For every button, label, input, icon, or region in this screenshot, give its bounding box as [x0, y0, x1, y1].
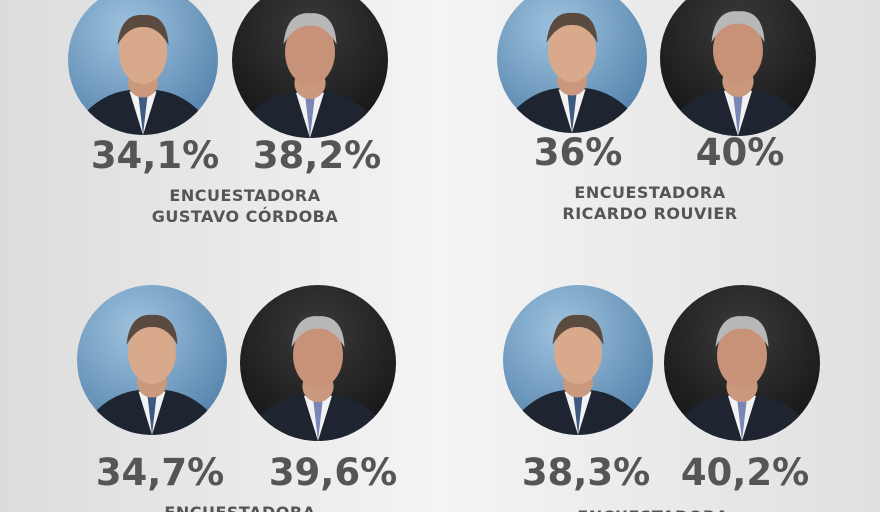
tie: [573, 396, 583, 435]
pollster-label: ENCUESTADORA: [164, 503, 315, 512]
hair: [126, 314, 178, 345]
portrait: [503, 285, 653, 435]
face: [119, 21, 167, 84]
tie: [567, 94, 577, 133]
hair: [117, 14, 169, 45]
tie: [733, 95, 743, 136]
face: [285, 19, 335, 85]
portrait: [232, 0, 388, 138]
portrait: [664, 285, 820, 441]
pollster-label: ENCUESTADORA: [577, 507, 728, 512]
portrait: [497, 0, 647, 133]
pollster-label: ENCUESTADORA: [169, 186, 320, 205]
portrait-image: [77, 285, 227, 435]
portrait-image: [232, 0, 388, 138]
face: [554, 321, 602, 384]
percentage: 34,1%: [91, 134, 219, 177]
portrait-image: [660, 0, 816, 136]
hair: [546, 12, 598, 43]
hair: [291, 316, 345, 348]
face: [128, 321, 176, 384]
portrait-image: [68, 0, 218, 135]
percentage: 34,7%: [96, 451, 224, 494]
percentage: 38,2%: [253, 134, 381, 177]
portrait: [660, 0, 816, 136]
hair: [715, 316, 769, 348]
face: [548, 19, 596, 82]
hair: [711, 11, 765, 43]
face: [293, 322, 343, 388]
tie: [138, 96, 148, 135]
portrait-image: [497, 0, 647, 133]
portrait-image: [240, 285, 396, 441]
face: [713, 17, 763, 83]
pollster-label: GUSTAVO CÓRDOBA: [152, 207, 339, 226]
portrait-image: [503, 285, 653, 435]
tie: [305, 97, 315, 138]
portrait: [240, 285, 396, 441]
tie: [313, 400, 323, 441]
portrait: [77, 285, 227, 435]
portrait-image: [664, 285, 820, 441]
percentage: 36%: [534, 131, 623, 174]
hair: [283, 13, 337, 45]
portrait: [68, 0, 218, 135]
percentage: 39,6%: [269, 451, 397, 494]
pollster-label: ENCUESTADORA: [574, 183, 725, 202]
pollster-label: RICARDO ROUVIER: [562, 204, 737, 223]
hair: [552, 314, 604, 345]
percentage: 38,3%: [522, 451, 650, 494]
tie: [147, 396, 157, 435]
face: [717, 322, 767, 388]
tie: [737, 400, 747, 441]
percentage: 40%: [696, 131, 785, 174]
percentage: 40,2%: [681, 451, 809, 494]
